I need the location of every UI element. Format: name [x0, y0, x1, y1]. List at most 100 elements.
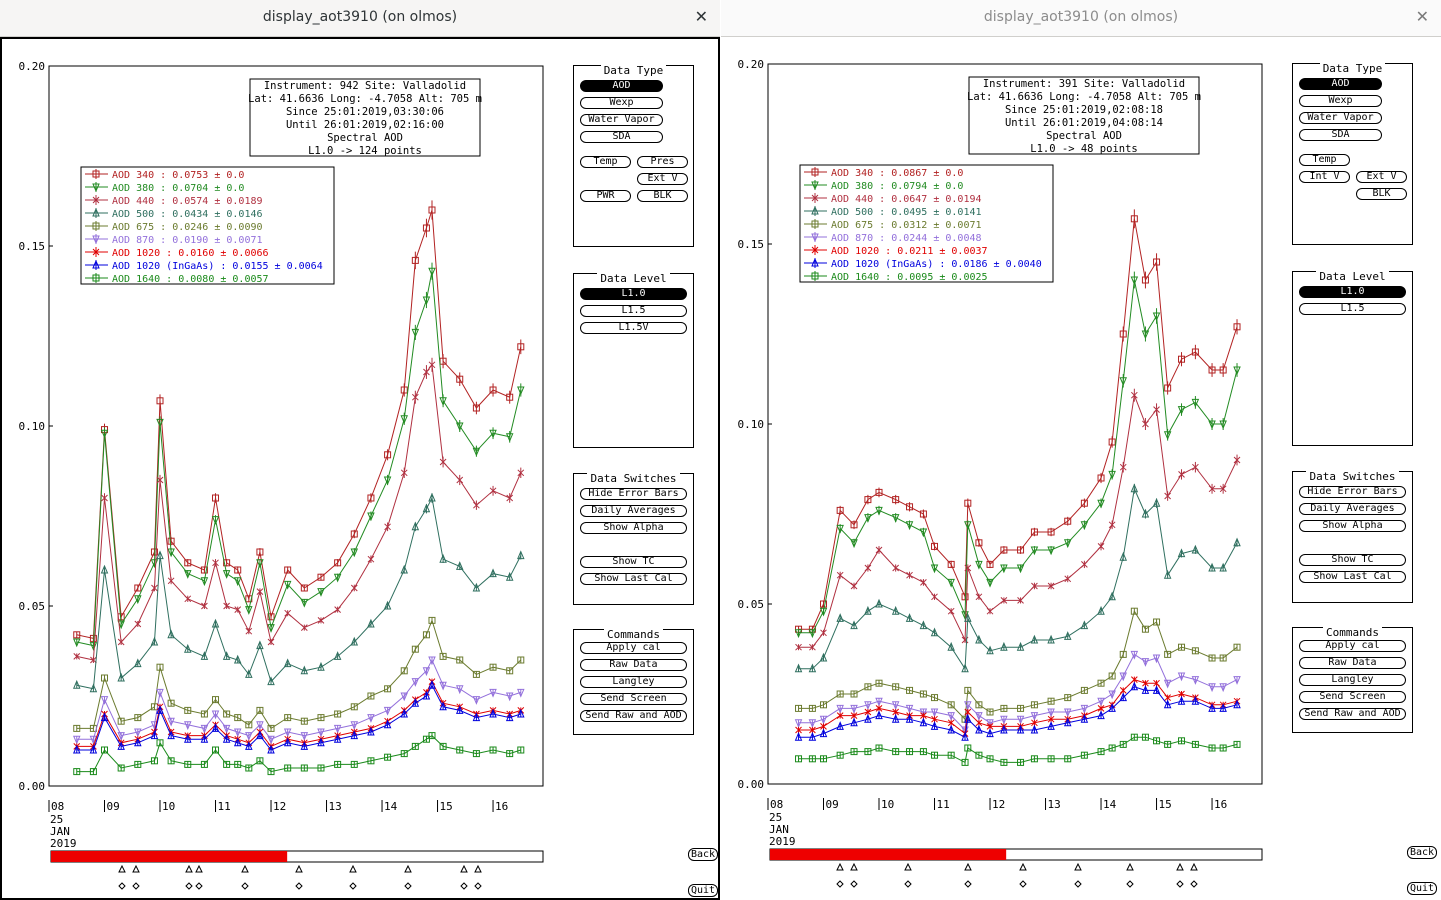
ext-v-button[interactable]: Ext V — [637, 173, 688, 185]
data-point — [1164, 492, 1171, 500]
data-point — [1208, 485, 1216, 493]
show-tc-button[interactable]: Show TC — [1299, 554, 1406, 566]
data-type-aod-button[interactable]: AOD — [580, 80, 663, 92]
data-point — [350, 584, 358, 592]
data-point — [455, 422, 464, 432]
langley-button[interactable]: Langley — [1299, 674, 1406, 686]
data-point — [117, 672, 125, 682]
data-point — [1000, 715, 1008, 725]
send-screen-button[interactable]: Send Screen — [1299, 691, 1406, 703]
data-point — [411, 393, 419, 401]
data-point — [456, 375, 464, 383]
data-point — [930, 627, 939, 637]
scan-triangle — [1074, 862, 1082, 871]
send-raw-and-aod-button[interactable]: Send Raw and AOD — [580, 710, 687, 722]
data-point — [1152, 497, 1161, 507]
data-point — [184, 595, 192, 603]
data-type-sda-button[interactable]: SDA — [1299, 129, 1382, 141]
data-point — [1163, 569, 1172, 579]
data-point — [919, 690, 927, 698]
data-point — [517, 469, 525, 477]
data-point — [1000, 704, 1008, 712]
data-type-sda-button[interactable]: SDA — [580, 131, 663, 143]
data-point — [1108, 521, 1116, 529]
pwr-button[interactable]: PWR — [580, 190, 631, 202]
data-point — [986, 728, 994, 738]
data-point — [1130, 276, 1139, 286]
hide-error-bars-button[interactable]: Hide Error Bars — [580, 488, 687, 500]
data-point — [1177, 695, 1186, 705]
data-point — [850, 620, 858, 630]
data-point — [245, 741, 253, 750]
data-point — [517, 386, 525, 396]
data-point — [300, 624, 308, 631]
data-point — [439, 553, 447, 563]
blk-button[interactable]: BLK — [1356, 188, 1407, 200]
temp-button[interactable]: Temp — [1299, 154, 1350, 166]
data-point — [930, 708, 939, 718]
show-alpha-button[interactable]: Show Alpha — [1299, 520, 1406, 532]
daily-averages-button[interactable]: Daily Averages — [580, 505, 687, 517]
show-last-cal-button[interactable]: Show Last Cal — [1299, 571, 1406, 583]
level-l1-0-button[interactable]: L1.0 — [580, 288, 687, 300]
send-screen-button[interactable]: Send Screen — [580, 693, 687, 705]
daily-averages-button[interactable]: Daily Averages — [1299, 503, 1406, 515]
data-type-water-vapor-button[interactable]: Water Vapor — [1299, 112, 1382, 124]
data-point — [350, 548, 359, 558]
data-point — [975, 724, 983, 734]
series-aod-340 — [795, 209, 1241, 633]
show-alpha-button[interactable]: Show Alpha — [580, 522, 687, 534]
close-icon[interactable]: ✕ — [694, 7, 708, 26]
scan-triangle — [850, 862, 858, 871]
back-button[interactable]: Back — [1407, 846, 1437, 859]
data-point — [1141, 733, 1149, 741]
quit-button[interactable]: Quit — [1407, 882, 1437, 895]
x-tick-label: 11 — [937, 798, 950, 811]
back-button[interactable]: Back — [688, 848, 718, 861]
pres-button[interactable]: Pres — [637, 156, 688, 168]
level-l1-5-button[interactable]: L1.5 — [580, 305, 687, 317]
panel-title-text: Data Type — [600, 64, 667, 77]
hide-error-bars-button[interactable]: Hide Error Bars — [1299, 486, 1406, 498]
close-icon[interactable]: ✕ — [1415, 7, 1429, 26]
send-raw-and-aod-button[interactable]: Send Raw and AOD — [1299, 708, 1406, 720]
data-point — [1017, 704, 1025, 712]
data-point — [212, 746, 220, 754]
raw-data-button[interactable]: Raw Data — [580, 659, 687, 671]
data-point — [850, 539, 858, 549]
data-type-aod-button[interactable]: AOD — [1299, 78, 1382, 90]
blk-button[interactable]: BLK — [637, 190, 688, 202]
legend-marker — [811, 272, 819, 280]
data-point — [156, 739, 164, 747]
data-type-wexp-button[interactable]: Wexp — [1299, 95, 1382, 107]
quit-button[interactable]: Quit — [688, 884, 718, 897]
scan-diamond — [1176, 880, 1184, 888]
aod-chart: 0.00 0.05 0.10 0.15 0.20 08 09 10 11 12 13 14 15 16 25… — [738, 58, 1263, 888]
data-type-water-vapor-button[interactable]: Water Vapor — [580, 114, 663, 126]
data-point — [808, 755, 816, 763]
apply-cal-button[interactable]: Apply cal — [580, 642, 687, 654]
titlebar[interactable]: display_aot3910 (on olmos) ✕ — [0, 0, 720, 37]
scan-diamond — [241, 882, 249, 890]
level-l1-5-button[interactable]: L1.5 — [1299, 303, 1406, 315]
ext-v-button[interactable]: Ext V — [1356, 171, 1407, 183]
int-v-button[interactable]: Int V — [1299, 171, 1350, 183]
data-point — [964, 744, 972, 752]
temp-button[interactable]: Temp — [580, 156, 631, 168]
level-l1-5v-button[interactable]: L1.5V — [580, 322, 687, 334]
titlebar[interactable]: display_aot3910 (on olmos) ✕ — [721, 0, 1441, 37]
scan-triangle — [1019, 862, 1027, 871]
data-type-wexp-button[interactable]: Wexp — [580, 97, 663, 109]
data-point — [1097, 679, 1105, 687]
series-line — [798, 279, 1238, 634]
data-point — [489, 386, 497, 394]
data-point — [975, 751, 983, 759]
level-l1-0-button[interactable]: L1.0 — [1299, 286, 1406, 298]
show-tc-button[interactable]: Show TC — [580, 556, 687, 568]
langley-button[interactable]: Langley — [580, 676, 687, 688]
data-point — [267, 744, 275, 754]
show-last-cal-button[interactable]: Show Last Cal — [580, 573, 687, 585]
apply-cal-button[interactable]: Apply cal — [1299, 640, 1406, 652]
data-point — [1177, 406, 1186, 415]
raw-data-button[interactable]: Raw Data — [1299, 657, 1406, 669]
